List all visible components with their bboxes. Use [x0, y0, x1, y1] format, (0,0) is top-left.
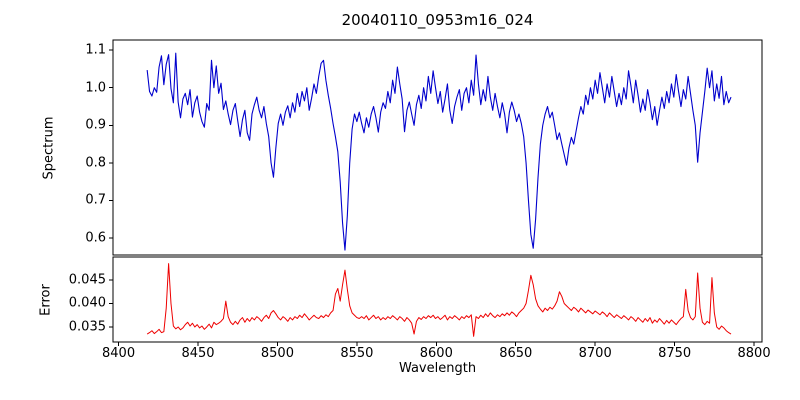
- x-tick-label: 8500: [260, 346, 294, 361]
- x-tick-label: 8400: [102, 346, 136, 361]
- y-tick-label: 0.7: [85, 192, 106, 208]
- y-tick-label: 0.9: [85, 117, 106, 133]
- spectrum-panel-frame: [112, 39, 763, 256]
- x-tick-label: 8750: [658, 346, 692, 361]
- x-tick-label: 8800: [737, 346, 771, 361]
- error-line: [146, 263, 732, 337]
- spectrum-line: [146, 52, 732, 251]
- x-tick-label: 8600: [419, 346, 453, 361]
- x-tick-label: 8650: [499, 346, 533, 361]
- y-tick-label: 0.6: [85, 230, 106, 246]
- x-axis-label: Wavelength: [398, 361, 477, 376]
- y-tick-label: 0.040: [68, 295, 106, 311]
- x-tick-label: 8700: [578, 346, 612, 361]
- error-panel-frame: [112, 256, 763, 343]
- x-tick-label: 8550: [340, 346, 374, 361]
- y-tick-label: 0.045: [68, 272, 106, 288]
- y-tick-label: 0.8: [85, 155, 106, 171]
- y-tick-label: 0.035: [68, 319, 106, 335]
- y-tick-label: 1.1: [85, 42, 106, 58]
- x-tick-label: 8450: [181, 346, 215, 361]
- y-tick-label: 1.0: [85, 80, 106, 96]
- chart-title: 20040110_0953m16_024: [341, 11, 534, 29]
